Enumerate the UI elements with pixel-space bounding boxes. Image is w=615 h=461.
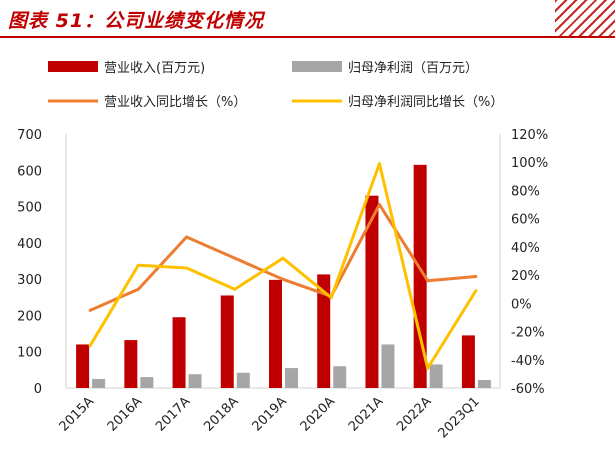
legend-label-1: 归母净利润（百万元） — [348, 61, 478, 76]
revenue-growth-line-point — [281, 277, 285, 281]
revenue-growth-line-point — [185, 235, 189, 239]
profit-bar — [236, 372, 250, 388]
revenue-bar — [124, 340, 138, 388]
profit-growth-line-point — [233, 287, 237, 291]
x-tick-label: 2022A — [394, 394, 434, 434]
x-tick-label: 2018A — [201, 394, 241, 434]
revenue-growth-line-point — [426, 279, 430, 283]
y-left-tick-label: 0 — [34, 382, 42, 397]
y-right-tick-label: 20% — [511, 269, 540, 284]
revenue-growth-line-point — [136, 287, 140, 291]
revenue-bar — [461, 335, 475, 388]
y-left-tick-label: 100 — [17, 346, 42, 361]
x-tick-label: 2017A — [153, 394, 193, 434]
y-right-tick-label: -60% — [511, 382, 545, 397]
y-right-tick-label: 40% — [511, 241, 540, 256]
y-right-tick-label: -20% — [511, 326, 545, 341]
legend-label-2: 营业收入同比增长（%） — [104, 95, 246, 110]
x-tick-label: 2015A — [57, 394, 97, 434]
legend-label-0: 营业收入(百万元) — [104, 61, 205, 76]
profit-bar — [140, 377, 154, 388]
revenue-growth-line-point — [88, 308, 92, 312]
y-left-tick-label: 600 — [17, 164, 42, 179]
profit-growth-line-point — [377, 162, 381, 166]
profit-growth-line-point — [185, 266, 189, 270]
revenue-growth-line-point — [233, 256, 237, 260]
legend-swatch-1 — [292, 61, 342, 72]
x-tick-label: 2023Q1 — [436, 394, 483, 441]
revenue-bar — [413, 164, 427, 388]
profit-growth-line-point — [426, 366, 430, 370]
profit-growth-line-point — [136, 263, 140, 267]
profit-growth-line-point — [329, 296, 333, 300]
header: 图表 51：公司业绩变化情况 — [0, 0, 615, 40]
revenue-bar — [220, 295, 234, 388]
profit-bar — [188, 374, 202, 388]
page-title: 图表 51：公司业绩变化情况 — [8, 10, 265, 32]
y-left-tick-label: 700 — [17, 128, 42, 143]
decorative-stripes — [555, 0, 615, 36]
legend-label-3: 归母净利润同比增长（%） — [348, 95, 503, 110]
revenue-bar — [365, 195, 379, 388]
lines — [88, 162, 478, 370]
y-left-tick-label: 400 — [17, 237, 42, 252]
revenue-growth-line-point — [377, 203, 381, 207]
legend: 营业收入(百万元) 归母净利润（百万元） 营业收入同比增长（%） 归母净利润同比增长（… — [48, 61, 503, 110]
x-tick-label: 2019A — [250, 394, 290, 434]
y-right-tick-label: 100% — [511, 156, 548, 171]
profit-bar — [333, 366, 347, 388]
y-right-tick-label: -40% — [511, 354, 545, 369]
y-right-tick-label: 120% — [511, 128, 548, 143]
title-divider — [0, 36, 615, 38]
revenue-bar — [76, 344, 90, 388]
profit-growth-line-point — [474, 289, 478, 293]
x-tick-label: 2016A — [105, 394, 145, 434]
profit-bar — [477, 380, 491, 388]
y-left-tick-label: 300 — [17, 273, 42, 288]
bars — [76, 164, 491, 388]
y-left-tick-label: 500 — [17, 201, 42, 216]
axes: 0 100 200 300 400 500 600 700 -60% -40% -20% 0% 20% 4… — [17, 128, 548, 441]
profit-bar — [285, 368, 298, 388]
revenue-growth-line-point — [474, 275, 478, 279]
profit-growth-line-point — [88, 344, 92, 348]
profit-bar — [92, 378, 106, 388]
y-left-tick-label: 200 — [17, 309, 42, 324]
x-tick-label: 2020A — [298, 394, 338, 434]
profit-bar — [429, 364, 443, 388]
revenue-bar — [269, 279, 282, 388]
profit-bar — [381, 344, 395, 388]
y-right-tick-label: 80% — [511, 184, 540, 199]
revenue-bar — [172, 317, 186, 388]
profit-growth-line-point — [281, 256, 285, 260]
x-tick-label: 2021A — [346, 394, 386, 434]
revenue-bar — [317, 274, 331, 388]
y-right-tick-label: 0% — [511, 297, 532, 312]
legend-swatch-0 — [48, 61, 98, 72]
y-right-tick-label: 60% — [511, 213, 540, 228]
